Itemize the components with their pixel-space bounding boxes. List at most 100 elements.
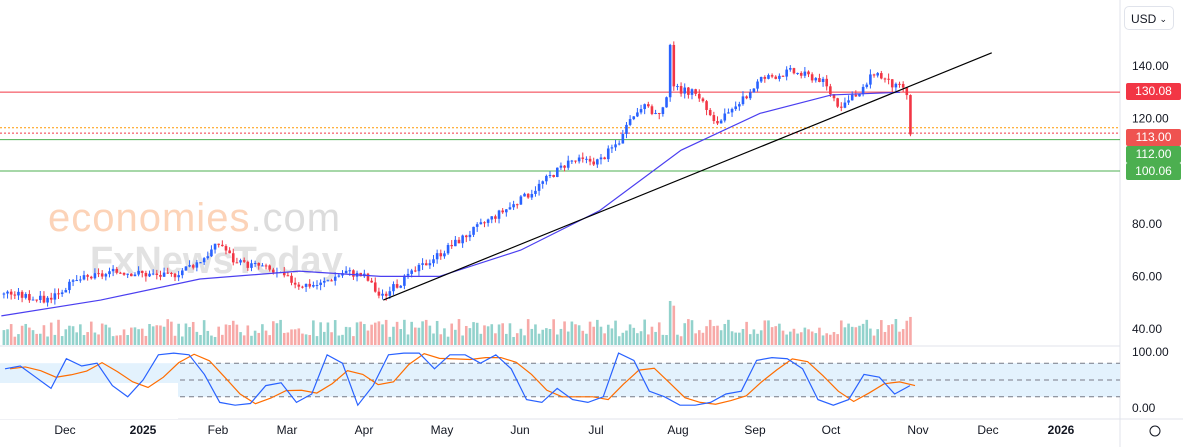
- candle-body: [679, 86, 683, 94]
- candle-body: [373, 282, 377, 292]
- candle-body: [628, 119, 632, 125]
- volume-bar: [581, 330, 585, 345]
- candle-body: [46, 297, 49, 303]
- volume-bar: [250, 335, 253, 345]
- candle-body: [690, 89, 694, 95]
- stoch-tick-label: 0.00: [1132, 401, 1156, 415]
- volume-bar: [494, 333, 497, 345]
- volume-bar: [166, 319, 170, 345]
- volume-bar: [363, 324, 366, 345]
- candle-body: [545, 175, 548, 182]
- volume-bar: [64, 329, 68, 345]
- volume-bar: [57, 319, 60, 345]
- volume-bar: [796, 333, 799, 345]
- candle-body: [668, 44, 672, 98]
- candle-body: [184, 266, 188, 271]
- volume-bar: [170, 321, 173, 345]
- volume-bar: [421, 321, 424, 345]
- volume-bar: [818, 327, 821, 345]
- volume-bar: [20, 325, 24, 345]
- candle-body: [555, 167, 559, 177]
- candle-body: [792, 68, 796, 74]
- price-tag-130.08: 130.08: [1126, 83, 1181, 100]
- candle-body: [519, 196, 523, 205]
- candle-body: [701, 98, 705, 102]
- candle-body: [676, 86, 679, 88]
- candle-body: [308, 283, 312, 287]
- candle-body: [883, 78, 887, 80]
- volume-bar: [727, 319, 730, 345]
- volume-bar: [301, 333, 304, 345]
- price-tag-112.00: 112.00: [1126, 146, 1181, 163]
- volume-bar: [246, 325, 250, 345]
- candle-body: [366, 273, 370, 281]
- candle-body: [177, 275, 180, 278]
- volume-bar: [424, 319, 428, 345]
- candle-body: [505, 209, 508, 213]
- volume-bar: [577, 325, 581, 345]
- candle-body: [159, 274, 162, 277]
- volume-bar: [483, 325, 486, 345]
- candle-body: [781, 75, 785, 77]
- candle-body: [901, 83, 905, 88]
- volume-bar: [541, 329, 545, 345]
- candle-body: [450, 244, 454, 247]
- candle-body: [202, 258, 206, 263]
- volume-bar: [359, 321, 362, 345]
- candle-body: [206, 256, 210, 259]
- volume-bar: [694, 333, 697, 345]
- volume-bar: [672, 305, 676, 345]
- volume-bar: [144, 335, 148, 345]
- volume-bar: [690, 320, 694, 345]
- trendline: [383, 52, 992, 301]
- volume-bar: [210, 335, 213, 345]
- volume-bar: [326, 322, 330, 345]
- candle-body: [789, 68, 792, 70]
- candle-body: [322, 280, 326, 283]
- volume-bar: [679, 336, 683, 345]
- candle-body: [122, 272, 126, 275]
- volume-bar: [13, 336, 17, 345]
- volume-bar: [279, 319, 282, 345]
- candle-body: [799, 72, 803, 76]
- volume-bar: [140, 328, 144, 345]
- volume-bar: [264, 330, 268, 345]
- volume-bar: [643, 319, 646, 345]
- volume-bar: [428, 325, 432, 345]
- candle-body: [570, 160, 574, 162]
- candle-body: [20, 291, 24, 298]
- volume-bar: [79, 324, 82, 345]
- candle-body: [261, 265, 264, 267]
- volume-bar: [137, 329, 140, 345]
- volume-bar: [406, 334, 410, 345]
- candle-body: [293, 282, 297, 285]
- volume-bar: [388, 336, 392, 345]
- candle-body: [130, 273, 133, 277]
- candle-body: [79, 279, 82, 281]
- volume-bar: [24, 323, 28, 345]
- volume-bar: [231, 320, 235, 345]
- watermark-economies: economies.com: [48, 196, 342, 240]
- volume-bar: [173, 335, 177, 345]
- volume-bar: [450, 323, 454, 345]
- candle-body: [326, 280, 330, 282]
- volume-bar: [239, 332, 242, 345]
- volume-bar: [454, 329, 457, 345]
- candle-body: [734, 106, 737, 110]
- volume-bar: [869, 328, 872, 345]
- currency-select[interactable]: USD ⌄: [1124, 6, 1174, 30]
- volume-bar: [261, 324, 264, 345]
- volume-bar: [68, 325, 71, 345]
- volume-bar: [286, 332, 290, 345]
- candle-body: [905, 87, 909, 96]
- time-tick-label: Aug: [667, 423, 688, 437]
- volume-bar: [46, 336, 49, 345]
- candle-body: [738, 104, 741, 107]
- price-tick-label: 80.00: [1132, 217, 1162, 231]
- stoch-tick-label: 100.00: [1132, 345, 1169, 359]
- candle-body: [796, 72, 799, 74]
- volume-bar: [130, 327, 133, 345]
- candle-body: [60, 292, 64, 295]
